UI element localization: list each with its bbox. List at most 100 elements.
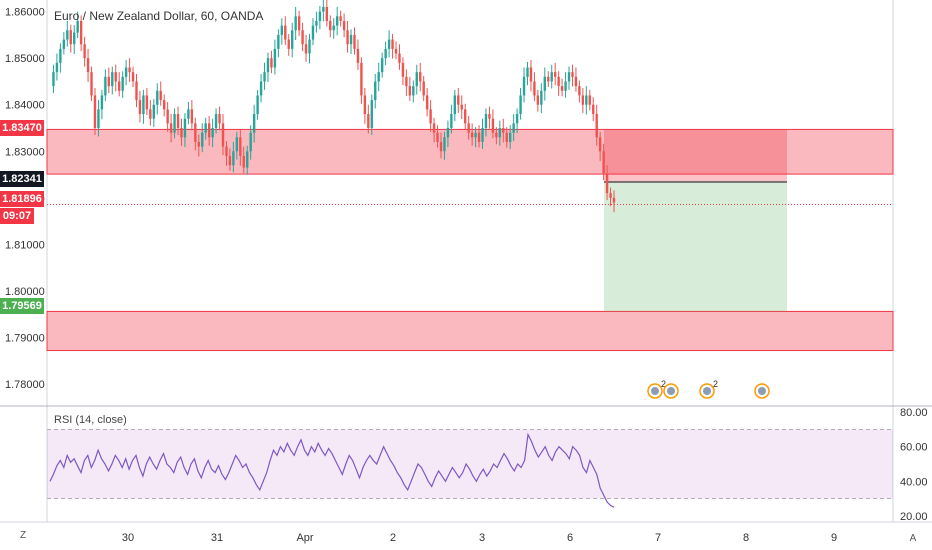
candle-body [97, 109, 100, 129]
candle-body [505, 132, 508, 142]
candle-body [187, 109, 190, 119]
candle-body [522, 76, 526, 96]
x-tick-label: Apr [296, 532, 313, 544]
candle-body [353, 34, 356, 49]
candle-body [76, 20, 79, 33]
candle-body [124, 67, 128, 77]
x-tick-label: 9 [831, 532, 837, 544]
candle-body [547, 76, 550, 82]
candle-body [588, 95, 591, 105]
candle-body [69, 30, 72, 45]
candle-body [512, 123, 515, 133]
candle-body [380, 58, 384, 73]
candle-body [194, 123, 197, 142]
candle-body [515, 114, 519, 124]
event-count-label: 2 [661, 379, 666, 389]
candle-body [325, 6, 329, 21]
candle-body [235, 137, 239, 152]
candle-body [284, 25, 287, 40]
candle-body [481, 128, 484, 142]
candle-body [228, 155, 232, 166]
candle-body [498, 128, 502, 138]
candle-body [149, 109, 152, 119]
candle-body [332, 25, 335, 31]
candle-body [453, 95, 457, 115]
candle-body [270, 58, 273, 68]
chart-title: Euro / New Zealand Dollar, 60, OANDA [54, 9, 264, 23]
candle-body [166, 109, 169, 124]
candle-body [387, 39, 391, 49]
y-tick-label: 1.84000 [5, 100, 45, 112]
y-tick-label: 1.85000 [5, 53, 45, 65]
candle-body [571, 72, 574, 77]
candle-body [543, 76, 546, 91]
event-marker-dot [703, 387, 711, 395]
candle-body [495, 132, 498, 138]
candle-body [508, 132, 512, 142]
candle-body [218, 114, 221, 124]
candle-body [246, 151, 249, 168]
candle-body [578, 86, 581, 96]
candle-body [533, 81, 536, 96]
candle-body [301, 30, 304, 45]
candle-body [256, 95, 259, 115]
candle-body [225, 146, 228, 156]
candle-body [474, 132, 477, 138]
candle-body [308, 39, 311, 54]
target-price-label: 1.79569 [0, 298, 44, 314]
candle-body [408, 86, 412, 96]
candle-body [162, 100, 166, 110]
candle-body [450, 114, 453, 129]
candle-body [86, 58, 90, 73]
candle-body [367, 114, 370, 129]
zone-2 [46, 310, 894, 352]
candle-body [322, 6, 325, 12]
candle-body [66, 30, 69, 40]
y-tick-label: 1.81000 [5, 239, 45, 251]
candle-body [502, 128, 505, 133]
candle-body [425, 95, 429, 110]
candle-body [526, 67, 529, 77]
candle-body [52, 72, 55, 87]
rsi-y-tick-label: 60.00 [900, 442, 928, 454]
candle-body [277, 34, 280, 49]
candle-body [259, 81, 263, 96]
candle-body [100, 95, 104, 110]
candle-body [197, 141, 200, 147]
candle-body [595, 114, 598, 138]
candle-body [540, 90, 543, 105]
candle-body [221, 123, 225, 147]
candle-body [377, 72, 380, 82]
candle-body [412, 86, 415, 96]
candle-body [214, 114, 218, 129]
candle-body [263, 72, 266, 82]
rsi-title: RSI (14, close) [54, 414, 127, 426]
candle-body [280, 25, 284, 35]
candle-body [609, 193, 612, 198]
candle-body [93, 95, 97, 129]
candle-body [443, 137, 446, 152]
candle-body [190, 109, 194, 124]
candle-body [79, 20, 83, 45]
candle-body [145, 95, 149, 110]
candle-body [138, 100, 142, 115]
y-tick-label: 1.79000 [5, 333, 45, 345]
current-price-label: 1.82341 [0, 171, 44, 187]
candle-body [470, 132, 474, 138]
candle-body [602, 151, 605, 175]
candle-body [439, 141, 443, 152]
candle-body [62, 39, 66, 49]
candle-body [491, 118, 495, 133]
candle-body [419, 72, 422, 82]
candle-body [550, 72, 553, 82]
candle-body [329, 20, 332, 31]
event-marker-dot [667, 387, 675, 395]
candle-body [311, 25, 315, 40]
candle-body [152, 104, 156, 119]
candle-body [73, 32, 76, 45]
candle-body [207, 123, 211, 138]
candle-body [315, 20, 318, 26]
x-tick-label: 8 [743, 532, 749, 544]
